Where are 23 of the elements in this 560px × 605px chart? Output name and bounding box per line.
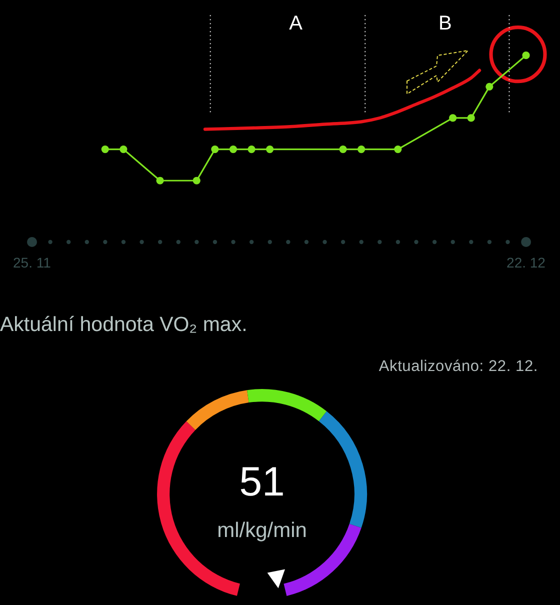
point [449,114,457,122]
point [192,176,200,184]
point [101,146,109,154]
point [211,146,219,154]
x-tick-label: 25. 11 [12,254,52,270]
point [266,146,274,154]
point [156,176,164,184]
text: ml/kg/min [217,518,307,542]
point [394,146,402,154]
point [120,146,128,154]
point [358,146,366,154]
point [229,146,238,154]
x-tick-label: 22. 12 [506,254,546,270]
point [339,146,347,154]
point [248,146,256,154]
chart-title: Aktuální hodnota VO₂ max. [0,313,248,337]
point [522,52,530,60]
point [486,82,494,90]
point [467,114,475,122]
text: 51 [239,458,285,504]
text: B [438,12,452,35]
text: Aktualizováno: 22. 12. [378,358,538,376]
text: A [289,12,304,35]
